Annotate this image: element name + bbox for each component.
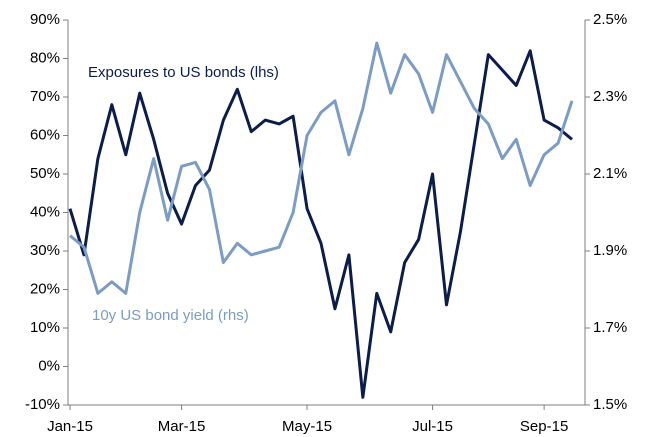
y-tick-label: 30%	[30, 242, 60, 259]
y-tick-label: 0%	[38, 357, 60, 374]
y-tick-label: 80%	[30, 49, 60, 66]
series-label: 10y US bond yield (rhs)	[92, 307, 249, 324]
x-tick-label: Jan-15	[47, 418, 93, 435]
series-line	[69, 41, 574, 295]
y-tick-label: 50%	[30, 165, 60, 182]
series-line	[68, 49, 573, 399]
x-tick-label: May-15	[282, 418, 332, 435]
y-tick-label: 40%	[30, 203, 60, 220]
x-tick-label: Jul-15	[412, 418, 453, 435]
x-tick-label: Mar-15	[158, 418, 206, 435]
y2-tick-label: 1.5%	[593, 396, 627, 413]
y-tick-label: 20%	[30, 280, 60, 297]
y-tick-label: 90%	[30, 11, 60, 28]
y2-tick-label: 2.1%	[593, 165, 627, 182]
y2-tick-label: 1.9%	[593, 242, 627, 259]
y-tick-label: 60%	[30, 126, 60, 143]
y-tick-label: 10%	[30, 319, 60, 336]
y-tick-label: -10%	[25, 396, 60, 413]
y2-tick-label: 2.3%	[593, 88, 627, 105]
y2-tick-label: 1.7%	[593, 319, 627, 336]
series-label: Exposures to US bonds (lhs)	[88, 64, 279, 81]
y2-tick-label: 2.5%	[593, 11, 627, 28]
x-tick-label: Sep-15	[520, 418, 568, 435]
y-tick-label: 70%	[30, 88, 60, 105]
